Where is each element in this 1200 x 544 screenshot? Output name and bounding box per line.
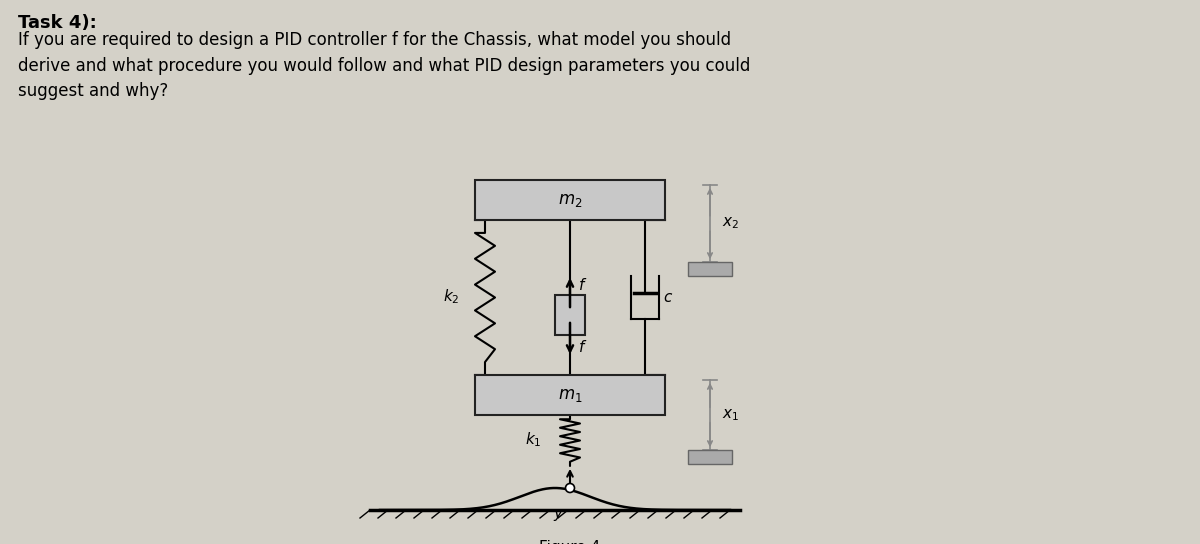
Text: $f$: $f$ bbox=[578, 339, 587, 355]
Text: $k_1$: $k_1$ bbox=[526, 431, 542, 449]
Text: $k_2$: $k_2$ bbox=[444, 288, 460, 306]
Bar bbox=[688, 450, 732, 464]
Text: $x_2$: $x_2$ bbox=[722, 215, 739, 231]
Bar bbox=[554, 295, 586, 335]
Circle shape bbox=[565, 484, 575, 492]
Bar bbox=[475, 375, 665, 415]
Text: $m_1$: $m_1$ bbox=[558, 386, 582, 404]
Text: Figure 4: Figure 4 bbox=[539, 540, 601, 544]
Text: $m_2$: $m_2$ bbox=[558, 191, 582, 209]
Bar bbox=[688, 262, 732, 276]
Bar bbox=[475, 180, 665, 220]
Text: Task 4):: Task 4): bbox=[18, 14, 97, 32]
Text: $y$: $y$ bbox=[553, 507, 565, 523]
Text: If you are required to design a PID controller f for the Chassis, what model you: If you are required to design a PID cont… bbox=[18, 31, 750, 101]
Text: $f$: $f$ bbox=[578, 277, 587, 293]
Text: $c$: $c$ bbox=[662, 289, 673, 305]
Text: $x_1$: $x_1$ bbox=[722, 407, 739, 423]
